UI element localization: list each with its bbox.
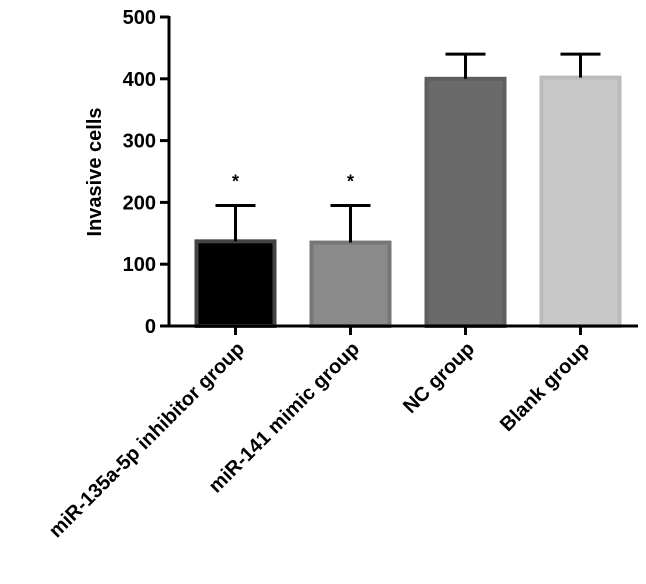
error-bars-layer: * * bbox=[215, 52, 601, 243]
y-tick-label: 400 bbox=[123, 69, 156, 91]
significance-marker: * bbox=[347, 171, 354, 191]
y-tick-label: 300 bbox=[123, 131, 156, 153]
x-tick-label: miR-135a-5p inhibitor group bbox=[45, 338, 249, 542]
y-tick-label: 500 bbox=[123, 7, 156, 29]
bars-layer bbox=[194, 75, 622, 329]
significance-marker: * bbox=[232, 171, 239, 191]
bar bbox=[309, 240, 392, 329]
bar bbox=[539, 75, 622, 329]
x-tick-label: NC group bbox=[399, 338, 479, 418]
bar bbox=[194, 239, 277, 328]
axes bbox=[167, 16, 638, 328]
y-axis-label: Invasive cells bbox=[84, 108, 106, 237]
bar bbox=[424, 76, 507, 328]
y-tick-label: 200 bbox=[123, 192, 156, 214]
y-ticks: 0 100 200 300 400 500 bbox=[123, 7, 169, 338]
x-tick-label: Blank group bbox=[496, 338, 594, 436]
y-tick-label: 100 bbox=[123, 254, 156, 276]
y-tick-label: 0 bbox=[145, 316, 156, 338]
